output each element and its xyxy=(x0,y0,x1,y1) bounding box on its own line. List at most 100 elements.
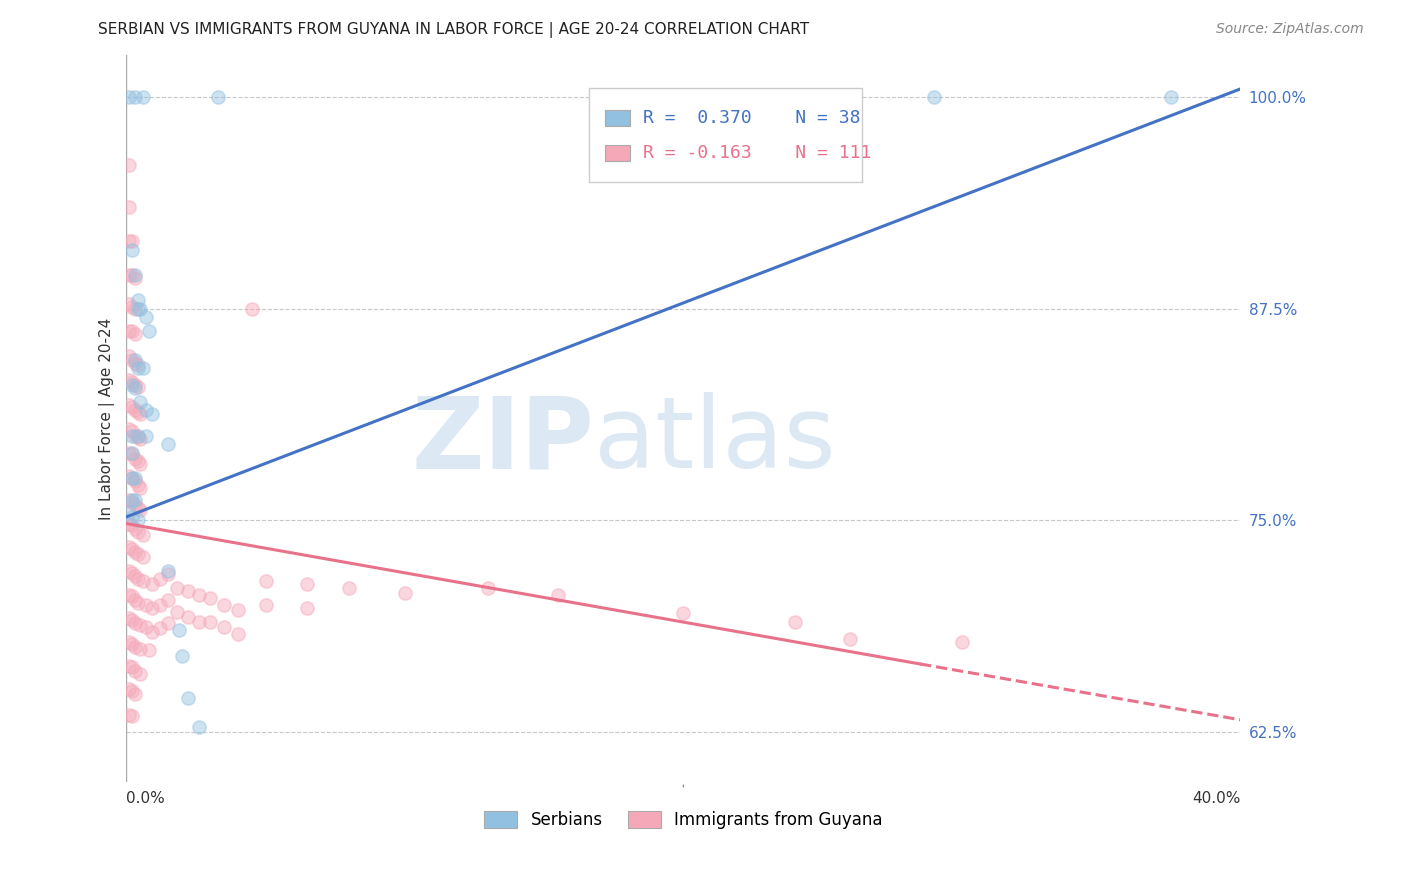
Point xyxy=(121,400,143,414)
Point xyxy=(187,720,209,734)
Point xyxy=(135,428,157,442)
Text: R = -0.163    N = 111: R = -0.163 N = 111 xyxy=(644,144,872,161)
Point xyxy=(124,640,146,654)
Point xyxy=(118,492,141,507)
Point xyxy=(118,398,141,412)
Point xyxy=(177,690,200,705)
Text: Source: ZipAtlas.com: Source: ZipAtlas.com xyxy=(1216,22,1364,37)
Point xyxy=(149,622,172,636)
Point xyxy=(121,660,143,674)
Point xyxy=(127,477,149,491)
Point xyxy=(124,403,146,417)
Point xyxy=(166,605,188,619)
Point xyxy=(124,327,146,342)
Point xyxy=(118,541,141,555)
Point xyxy=(129,301,152,316)
Point xyxy=(127,573,149,587)
Text: 0.0%: 0.0% xyxy=(127,791,166,805)
Point xyxy=(118,349,141,363)
Point xyxy=(127,524,149,539)
Point xyxy=(124,452,146,467)
Point xyxy=(212,598,235,612)
Point xyxy=(226,626,249,640)
Point xyxy=(121,509,143,524)
Point xyxy=(157,437,180,451)
Point xyxy=(118,611,141,625)
Point xyxy=(127,513,149,527)
Point xyxy=(127,454,149,468)
Point xyxy=(129,641,152,656)
Point xyxy=(118,373,141,387)
Point xyxy=(118,158,141,172)
Point xyxy=(121,613,143,627)
Point xyxy=(121,541,143,556)
Point xyxy=(118,422,141,436)
Point xyxy=(124,378,146,392)
Point xyxy=(124,381,146,395)
Point xyxy=(124,545,146,559)
Point xyxy=(118,234,141,248)
Point xyxy=(127,430,149,444)
Point xyxy=(124,616,146,631)
Point xyxy=(141,624,163,639)
Point xyxy=(118,682,141,697)
Legend: Serbians, Immigrants from Guyana: Serbians, Immigrants from Guyana xyxy=(477,805,890,836)
Point xyxy=(124,471,146,485)
Point xyxy=(127,547,149,561)
Point xyxy=(124,664,146,678)
Point xyxy=(124,271,146,285)
Point xyxy=(297,577,319,591)
Point xyxy=(121,471,143,485)
Point xyxy=(127,361,149,376)
Point xyxy=(254,598,277,612)
Point xyxy=(118,90,141,104)
Point xyxy=(297,601,319,615)
Point xyxy=(124,90,146,104)
Point xyxy=(118,564,141,578)
Point xyxy=(118,516,141,531)
Point xyxy=(132,574,155,588)
Point xyxy=(121,445,143,459)
Point xyxy=(922,90,945,104)
Point xyxy=(187,615,209,629)
Point xyxy=(135,598,157,612)
Point xyxy=(124,268,146,282)
Text: R =  0.370    N = 38: R = 0.370 N = 38 xyxy=(644,109,860,127)
Point xyxy=(118,268,141,282)
Point xyxy=(135,403,157,417)
Point xyxy=(141,601,163,615)
Point xyxy=(121,494,143,508)
Point xyxy=(127,501,149,516)
Text: SERBIAN VS IMMIGRANTS FROM GUYANA IN LABOR FORCE | AGE 20-24 CORRELATION CHART: SERBIAN VS IMMIGRANTS FROM GUYANA IN LAB… xyxy=(98,22,810,38)
Point xyxy=(121,268,143,282)
Point xyxy=(129,407,152,421)
Point xyxy=(672,606,695,620)
Point xyxy=(121,375,143,389)
Point xyxy=(121,637,143,651)
Point xyxy=(138,643,160,657)
Point xyxy=(118,658,141,673)
Point xyxy=(547,588,569,602)
Point xyxy=(127,405,149,419)
Point xyxy=(149,598,172,612)
Point xyxy=(124,492,146,507)
Point xyxy=(1160,90,1182,104)
Point xyxy=(121,234,143,248)
Point xyxy=(127,379,149,393)
Point xyxy=(124,687,146,701)
Point xyxy=(124,475,146,489)
Point xyxy=(169,623,191,637)
FancyBboxPatch shape xyxy=(606,110,630,126)
Point xyxy=(132,550,155,565)
Point xyxy=(118,588,141,602)
Point xyxy=(132,528,155,542)
Point xyxy=(118,200,141,214)
Point xyxy=(127,358,149,372)
Point xyxy=(118,297,141,311)
Point xyxy=(254,574,277,588)
Point xyxy=(124,569,146,583)
Point xyxy=(121,378,143,392)
Point xyxy=(129,481,152,495)
Point xyxy=(129,618,152,632)
Point xyxy=(172,648,194,663)
